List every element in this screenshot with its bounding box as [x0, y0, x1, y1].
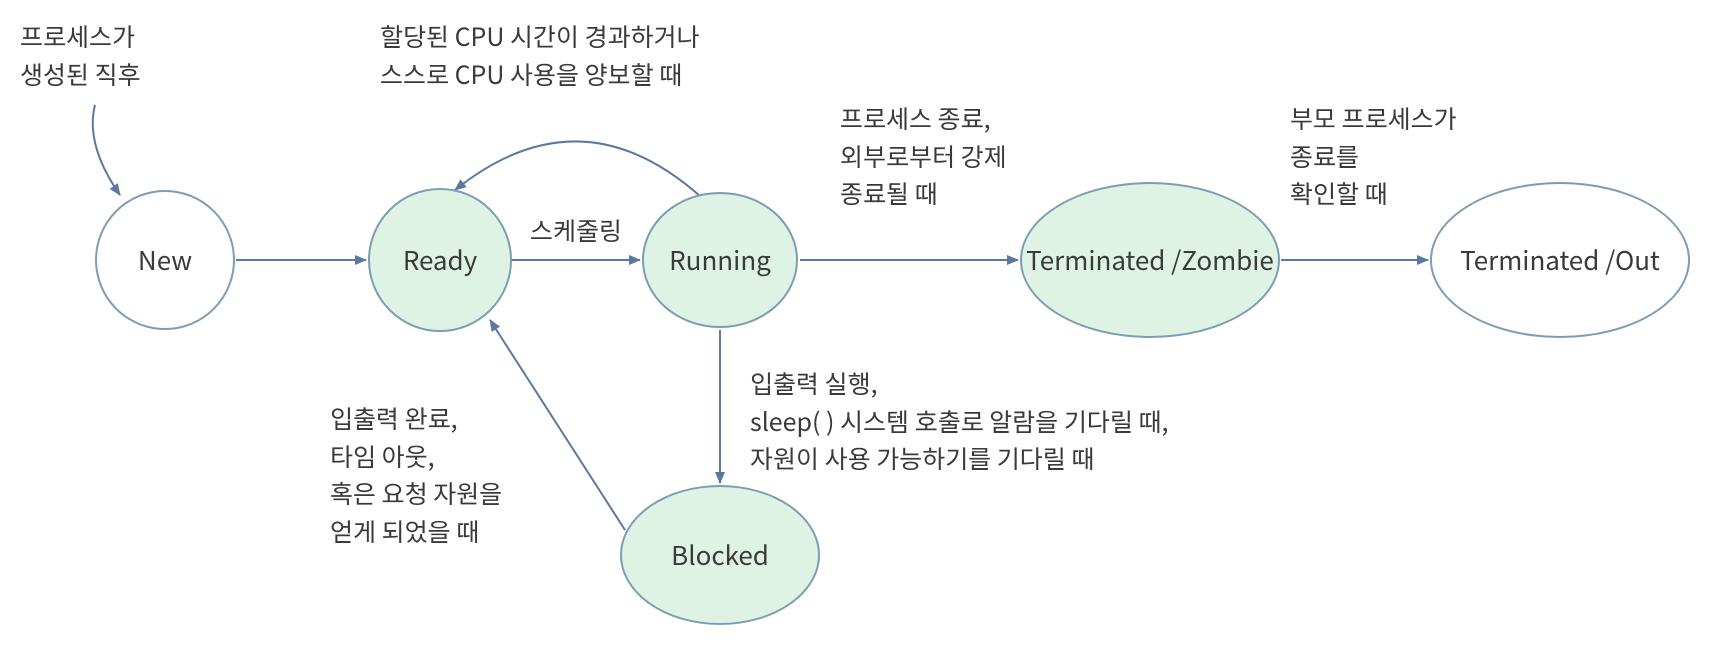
node-zombie-label: Terminated /Zombie	[1026, 244, 1274, 277]
node-blocked-label: Blocked	[671, 539, 769, 572]
node-blocked: Blocked	[620, 485, 820, 625]
node-zombie: Terminated /Zombie	[1020, 182, 1280, 338]
node-ready-label: Ready	[403, 244, 477, 277]
label-running-to-zombie: 프로세스 종료, 외부로부터 강제 종료될 때	[840, 100, 1007, 213]
node-out: Terminated /Out	[1430, 182, 1690, 338]
node-new: New	[95, 190, 235, 330]
edge-annot-to-new	[93, 105, 120, 195]
label-new-annot: 프로세스가 생성된 직후	[20, 18, 141, 93]
node-ready: Ready	[368, 188, 512, 332]
node-running: Running	[642, 192, 798, 328]
label-running-to-blocked: 입출력 실행, sleep( ) 시스템 호출로 알람을 기다릴 때, 자원이 …	[750, 365, 1168, 478]
node-out-label: Terminated /Out	[1460, 244, 1660, 277]
node-new-label: New	[138, 244, 192, 277]
label-blocked-to-ready: 입출력 완료, 타임 아웃, 혹은 요청 자원을 얻게 되었을 때	[330, 400, 502, 550]
label-running-to-ready: 할당된 CPU 시간이 경과하거나 스스로 CPU 사용을 양보할 때	[380, 18, 700, 93]
label-scheduling: 스케줄링	[530, 212, 622, 250]
edge-blocked-to-ready	[490, 320, 625, 530]
edge-running-to-ready	[455, 141, 700, 196]
label-zombie-to-out: 부모 프로세스가 종료를 확인할 때	[1290, 100, 1457, 213]
node-running-label: Running	[669, 244, 771, 277]
